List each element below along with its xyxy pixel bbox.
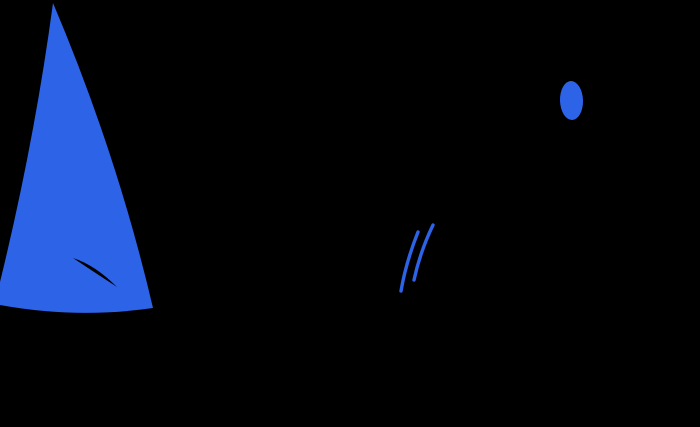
slash-stroke-right	[412, 223, 435, 282]
oval-shape	[559, 81, 584, 120]
sail-crease-stroke	[73, 258, 117, 287]
slash-stroke-left	[399, 230, 420, 293]
sail-shape	[0, 3, 153, 313]
